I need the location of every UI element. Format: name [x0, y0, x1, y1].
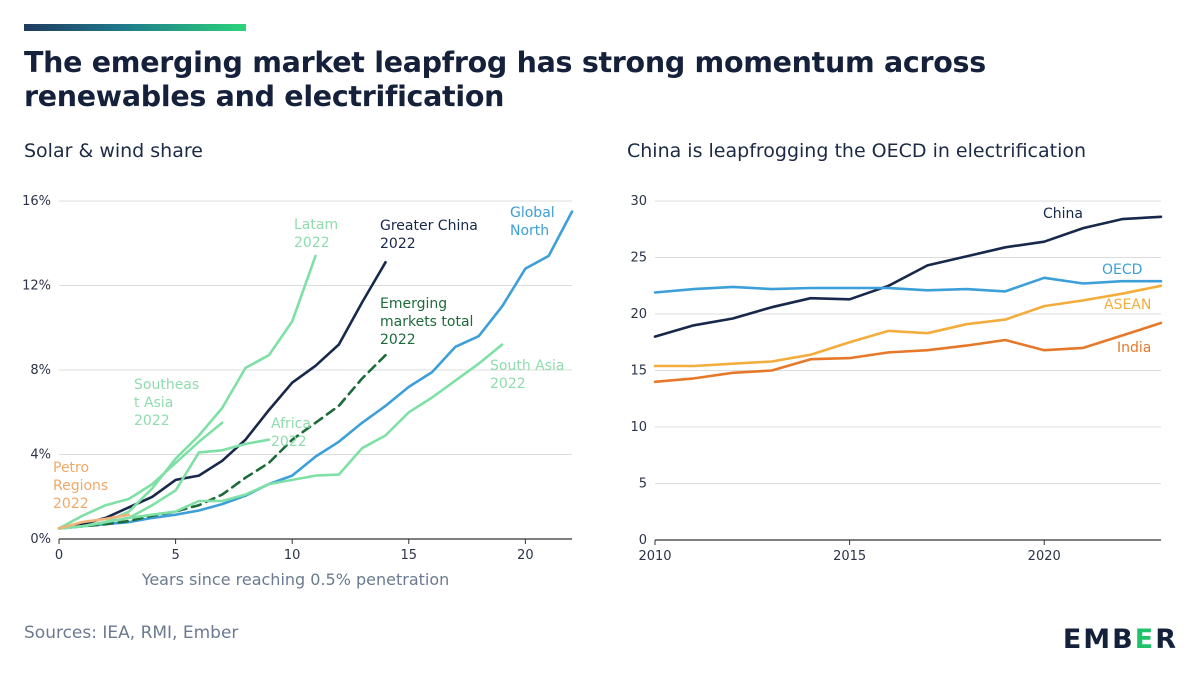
- source-note: Sources: IEA, RMI, Ember: [24, 623, 239, 643]
- series-label-line: Africa: [271, 416, 311, 432]
- logo-accent: E: [1134, 624, 1156, 655]
- y-tick-label: 0%: [30, 532, 51, 547]
- series-label-line: Greater China: [380, 218, 478, 234]
- series-label-line: China: [1043, 206, 1083, 222]
- series-label-line: 2022: [490, 376, 526, 392]
- logo-part-2: R: [1155, 624, 1178, 655]
- series-line-south-asia-2022: [57, 343, 504, 530]
- logo-part-1: EMB: [1062, 624, 1135, 655]
- accent-bar: [24, 24, 246, 31]
- series-label-line: India: [1117, 340, 1151, 356]
- x-tick-label: 20: [517, 548, 534, 563]
- y-tick-label: 15: [630, 364, 647, 379]
- series-label-line: 2022: [380, 236, 416, 252]
- y-tick-label: 16%: [22, 194, 51, 209]
- y-tick-label: 25: [630, 251, 647, 266]
- ember-logo: EMBER: [1063, 624, 1178, 655]
- series-label-line: 2022: [134, 413, 170, 429]
- series-label-line: markets total: [380, 314, 473, 330]
- series-label-global-north: Global North: [510, 205, 555, 239]
- series-label-china: China: [1043, 206, 1083, 222]
- x-tick-label: 2010: [638, 549, 671, 564]
- series-label-africa-2022: Africa 2022: [271, 416, 311, 450]
- series-line-emerging-markets-total-2022: [57, 353, 387, 530]
- series-label-southeast-asia-2022: Southeas t Asia 2022: [134, 377, 199, 429]
- series-line-oecd: [653, 276, 1163, 294]
- left-chart: 0% 4% 8% 12% 16% 0 5 10 15 20 Years since reaching…: [22, 194, 574, 589]
- series-line-china: [653, 215, 1163, 338]
- series-label-asean: ASEAN: [1104, 297, 1151, 313]
- series-label-line: ASEAN: [1104, 297, 1151, 313]
- series-label-line: 2022: [380, 332, 416, 348]
- series-line-southeast-asia-2022: [57, 421, 224, 530]
- series-label-petro-regions-2022: Petro Regions 2022: [53, 460, 108, 512]
- series-label-latam-2022: Latam 2022: [294, 217, 338, 251]
- series-label-oecd: OECD: [1102, 262, 1142, 278]
- series-line-petro-regions-2022: [57, 513, 131, 530]
- series-line-india: [653, 321, 1163, 384]
- x-axis-title: Years since reaching 0.5% penetration: [141, 570, 450, 589]
- series-label-line: t Asia: [134, 395, 173, 411]
- series-label-line: Global: [510, 205, 555, 221]
- right-chart: 0 5 10 15 20 25 30 2010 2015 2020 China OECD ASEAN In…: [630, 194, 1163, 564]
- series-label-line: 2022: [53, 496, 89, 512]
- y-tick-label: 4%: [30, 448, 51, 463]
- y-tick-label: 30: [630, 194, 647, 209]
- series-label-line: Regions: [53, 478, 108, 494]
- series-label-line: 2022: [271, 434, 307, 450]
- series-label-line: North: [510, 223, 549, 239]
- series-label-line: Southeas: [134, 377, 199, 393]
- series-label-india: India: [1117, 340, 1151, 356]
- left-chart-title: Solar & wind share: [24, 140, 203, 162]
- series-line-greater-china-2022: [57, 260, 387, 530]
- series-label-line: Petro: [53, 460, 89, 476]
- series-label-line: OECD: [1102, 262, 1142, 278]
- series-label-line: Latam: [294, 217, 338, 233]
- series-label-line: South Asia: [490, 358, 564, 374]
- y-tick-label: 0: [639, 533, 647, 548]
- series-line-asean: [653, 284, 1163, 368]
- series-line-global-north: [57, 210, 574, 530]
- page-title: The emerging market leapfrog has strong …: [24, 46, 986, 113]
- x-tick-label: 10: [284, 548, 301, 563]
- series-label-south-asia-2022: South Asia 2022: [490, 358, 564, 392]
- y-tick-label: 5: [639, 477, 647, 492]
- y-tick-label: 12%: [22, 279, 51, 294]
- series-label-emerging-markets-total-2022: Emerging markets total 2022: [380, 296, 473, 348]
- series-label-greater-china-2022: Greater China 2022: [380, 218, 478, 252]
- series-label-line: Emerging: [380, 296, 447, 312]
- x-tick-label: 5: [171, 548, 179, 563]
- right-chart-title: China is leapfrogging the OECD in electr…: [627, 140, 1087, 162]
- y-tick-label: 8%: [30, 363, 51, 378]
- x-tick-label: 0: [55, 548, 63, 563]
- x-tick-label: 2020: [1028, 549, 1061, 564]
- x-tick-label: 2015: [833, 549, 866, 564]
- y-tick-label: 10: [630, 420, 647, 435]
- y-tick-label: 20: [630, 307, 647, 322]
- series-label-line: 2022: [294, 235, 330, 251]
- x-tick-label: 15: [400, 548, 417, 563]
